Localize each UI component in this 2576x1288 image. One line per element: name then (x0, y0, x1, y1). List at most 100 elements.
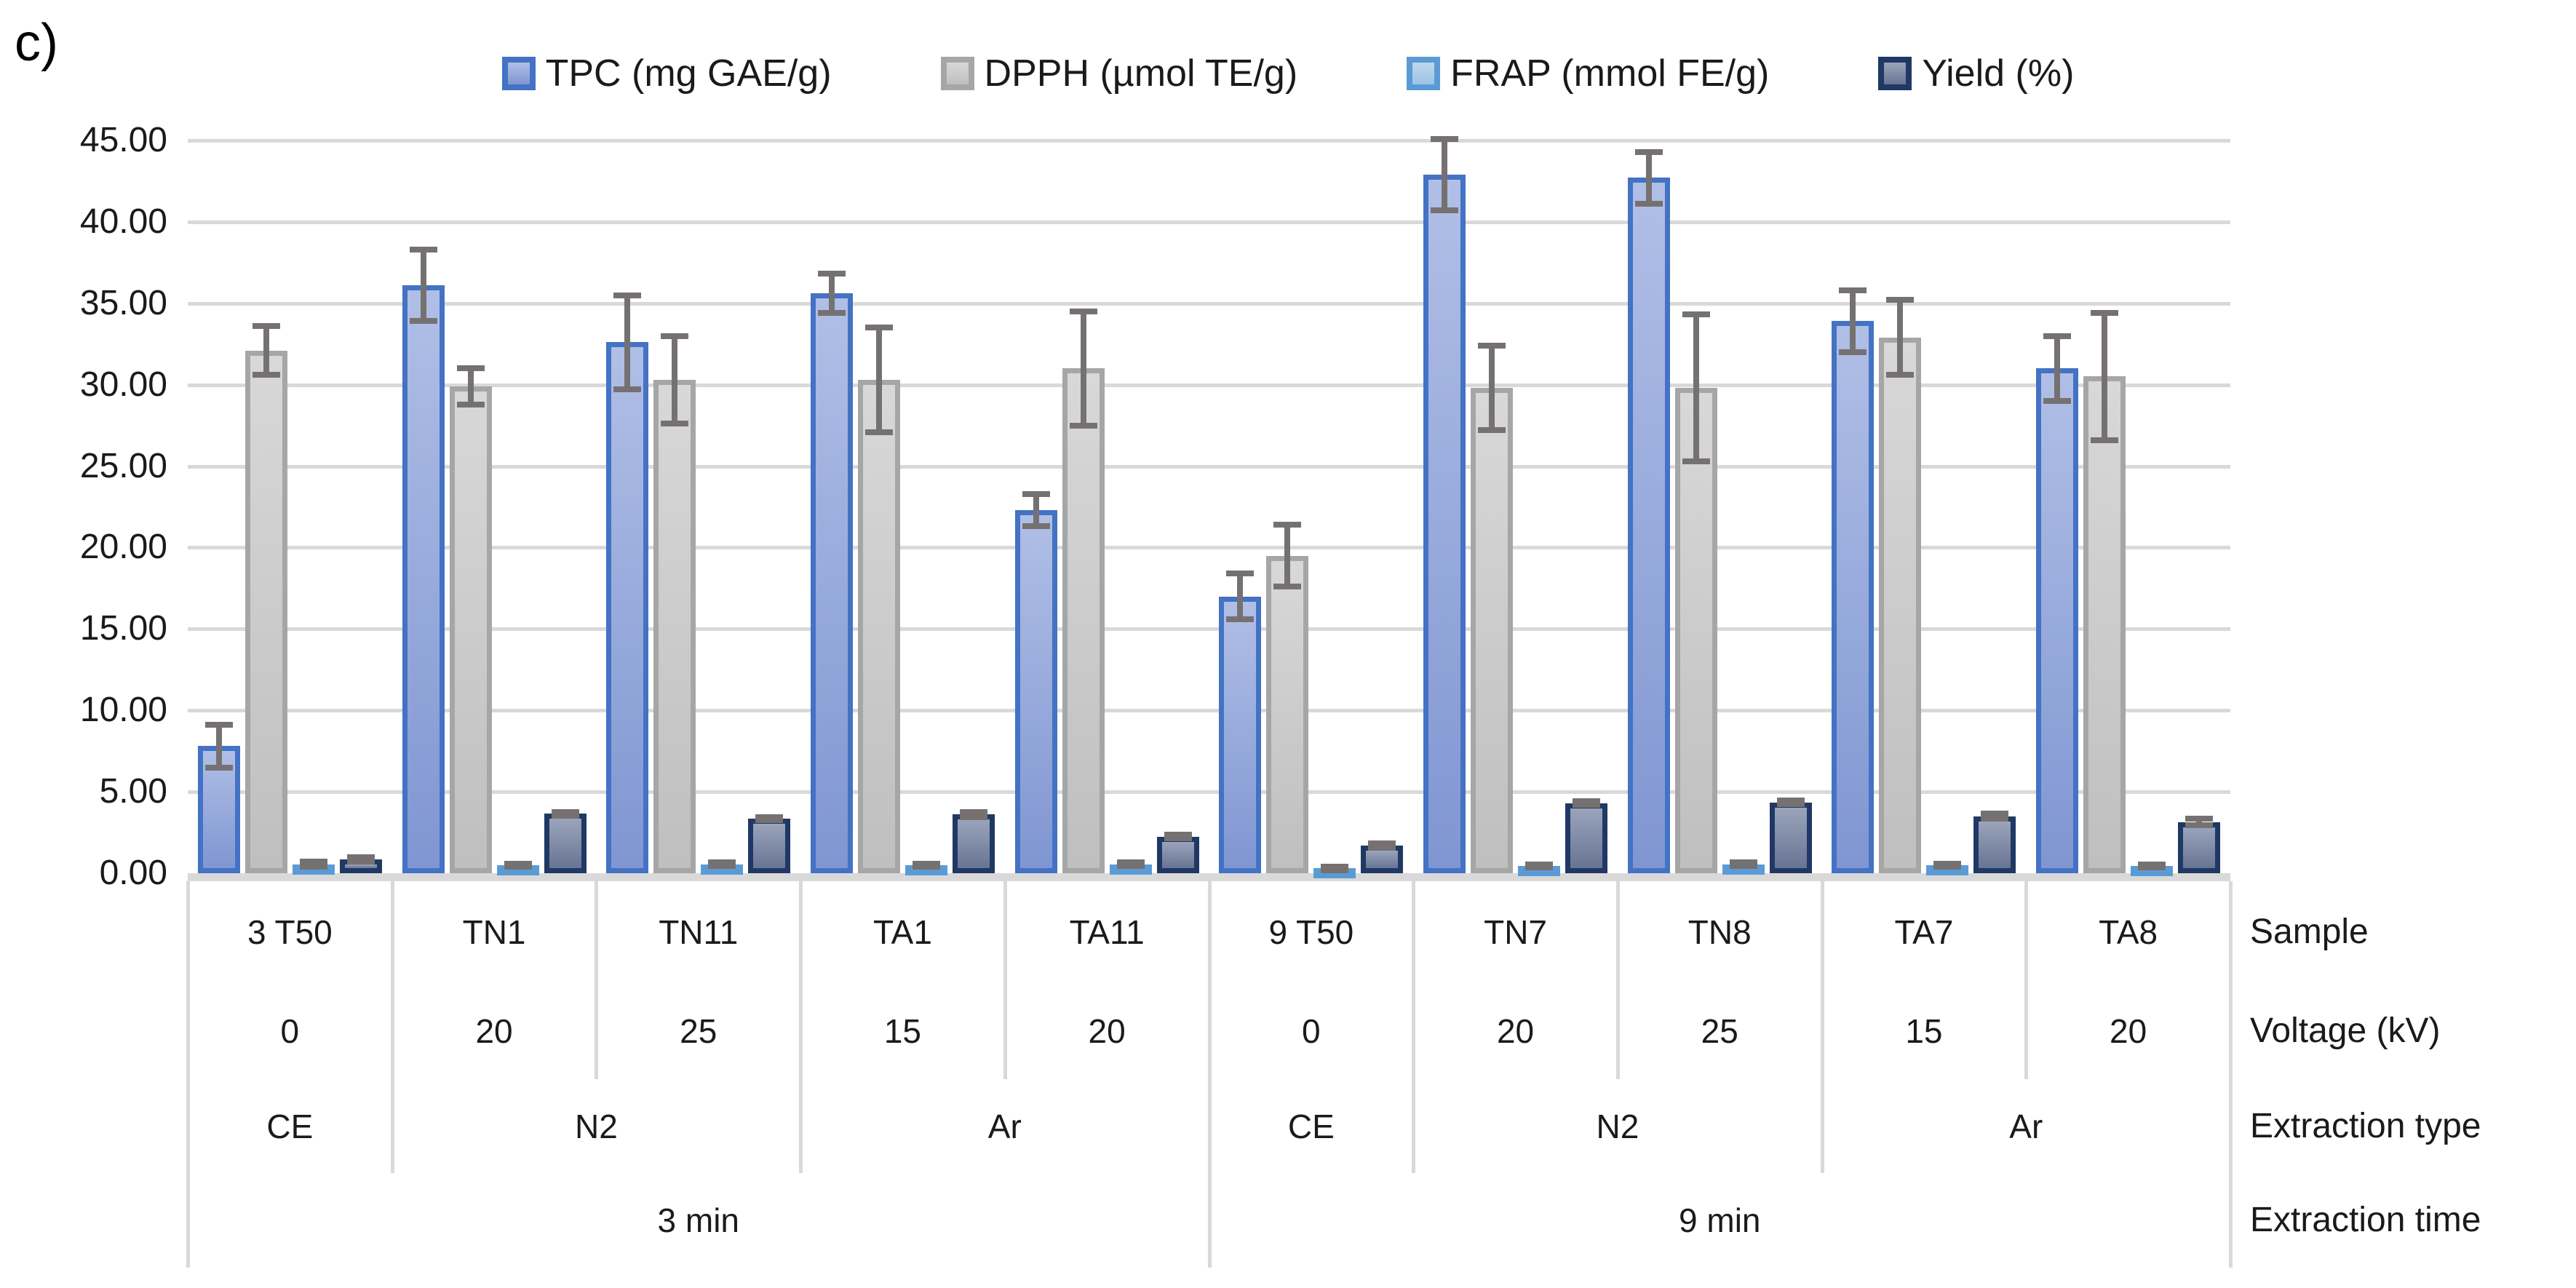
y-axis-tick-label: 20.00 (79, 528, 167, 567)
error-bar-cap-top (1226, 571, 1255, 577)
voltage-tick-label: 25 (1701, 1011, 1738, 1050)
bar-yield-tn1 (544, 814, 587, 873)
error-bar-cap-top (1525, 861, 1554, 867)
y-axis-tick-label: 0.00 (99, 854, 167, 892)
error-bar-cap-top (1116, 859, 1145, 866)
extraction-type-tick-label: Ar (2009, 1107, 2043, 1145)
error-bar-cap-bottom (1839, 349, 1867, 355)
y-gridline (188, 301, 2230, 306)
error-bar-cap-top (346, 854, 375, 861)
bar-tpc-ta7 (1832, 321, 1875, 873)
extraction-type-tick-label: Ar (987, 1107, 1022, 1145)
error-bar-stem (215, 725, 222, 768)
voltage-tick-label: 0 (1302, 1011, 1321, 1050)
extraction-time-tick-label: 9 min (1679, 1201, 1761, 1239)
axis-tick-divider (1615, 881, 1620, 1079)
error-bar-stem (2102, 313, 2108, 440)
legend-item-dpph: DPPH (µmol TE/g) (940, 52, 1297, 95)
bar-dpph-tn11 (653, 379, 696, 873)
error-bar-cap-top (1839, 287, 1867, 293)
voltage-tick-label: 25 (680, 1011, 717, 1050)
chart-legend: TPC (mg GAE/g) DPPH (µmol TE/g) FRAP (mm… (0, 48, 2576, 99)
bar-tpc-9-t50 (1219, 596, 1262, 873)
axis-tick-divider (799, 881, 803, 1173)
axis-tick-divider (390, 881, 394, 1173)
axis-row-label-extraction-time: Extraction time (2250, 1201, 2481, 1239)
axis-tick-divider (1207, 881, 1212, 1268)
axis-row-label-voltage: Voltage (kV) (2250, 1011, 2441, 1050)
bar-dpph-tn1 (449, 386, 492, 873)
error-bar-cap-top (1069, 308, 1097, 314)
error-bar-cap-bottom (1573, 802, 1601, 808)
error-bar-cap-bottom (1164, 835, 1192, 841)
error-bar-cap-bottom (1634, 201, 1663, 207)
voltage-tick-label: 0 (280, 1011, 300, 1050)
error-bar-stem (828, 274, 835, 314)
error-bar-cap-bottom (1069, 422, 1097, 429)
y-gridline (188, 220, 2230, 224)
voltage-tick-label: 20 (2110, 1011, 2147, 1050)
bar-dpph-ta7 (1879, 337, 1922, 873)
error-bar-cap-bottom (409, 318, 437, 325)
error-bar-cap-top (1634, 148, 1663, 155)
error-bar-stem (1645, 151, 1652, 204)
error-bar-cap-bottom (1431, 207, 1459, 214)
sample-tick-label: TA7 (1894, 913, 1954, 951)
bar-yield-ta1 (952, 814, 995, 873)
error-bar-cap-top (2043, 333, 2072, 339)
axis-tick-divider (1003, 881, 1007, 1079)
axis-tick-divider (186, 881, 190, 1268)
sample-tick-label: TA11 (1069, 913, 1145, 951)
error-bar-cap-top (1022, 490, 1050, 497)
error-bar-cap-top (661, 333, 689, 339)
error-bar-cap-top (1273, 522, 1302, 528)
axis-row-label-extraction-type: Extraction type (2250, 1107, 2481, 1145)
error-bar-stem (1080, 311, 1086, 426)
axis-row-label-sample: Sample (2250, 913, 2369, 951)
y-axis-tick-label: 35.00 (79, 283, 167, 322)
error-bar-cap-top (551, 809, 579, 816)
x-axis-line (188, 873, 2230, 881)
error-bar-cap-top (1478, 342, 1506, 349)
error-bar-stem (875, 327, 882, 432)
error-bar-cap-top (1776, 797, 1805, 803)
error-bar-stem (672, 335, 678, 424)
error-bar-cap-bottom (1226, 616, 1255, 622)
error-bar-stem (1489, 345, 1495, 431)
error-bar-cap-top (1321, 864, 1349, 870)
error-bar-cap-bottom (959, 814, 987, 820)
voltage-tick-label: 15 (883, 1011, 922, 1050)
error-bar-stem (1850, 290, 1856, 352)
bar-dpph-ta11 (1062, 368, 1105, 873)
error-bar-cap-bottom (864, 429, 893, 435)
error-bar-cap-bottom (2043, 398, 2072, 405)
error-bar-cap-bottom (2138, 864, 2166, 871)
error-bar-cap-top (613, 292, 642, 298)
sample-tick-label: TA1 (872, 913, 932, 951)
y-gridline (188, 139, 2230, 143)
y-axis-tick-label: 5.00 (99, 772, 167, 811)
error-bar-cap-bottom (817, 310, 846, 317)
bar-yield-ta7 (1973, 816, 2016, 873)
sample-tick-label: TA8 (2099, 913, 2158, 951)
sample-tick-label: TN11 (659, 913, 739, 951)
error-bar-cap-bottom (1022, 523, 1050, 530)
bar-tpc-tn11 (606, 342, 649, 873)
bar-yield-ta11 (1156, 836, 1199, 873)
error-bar-cap-bottom (1321, 867, 1349, 873)
error-bar-cap-top (409, 246, 437, 253)
error-bar-stem (2054, 335, 2061, 402)
error-bar-cap-bottom (456, 401, 485, 408)
bar-dpph-tn7 (1471, 388, 1514, 873)
error-bar-cap-top (755, 814, 784, 820)
error-bar-stem (1237, 573, 1244, 619)
error-bar-cap-bottom (2091, 437, 2119, 443)
error-bar-stem (624, 295, 631, 390)
error-bar-cap-bottom (504, 864, 532, 870)
error-bar-cap-top (1682, 311, 1710, 318)
voltage-tick-label: 20 (1496, 1011, 1535, 1050)
sample-tick-label: 3 T50 (247, 913, 333, 951)
error-bar-cap-top (1431, 135, 1459, 142)
bar-dpph-tn8 (1674, 388, 1717, 873)
bar-dpph-ta1 (857, 379, 900, 873)
